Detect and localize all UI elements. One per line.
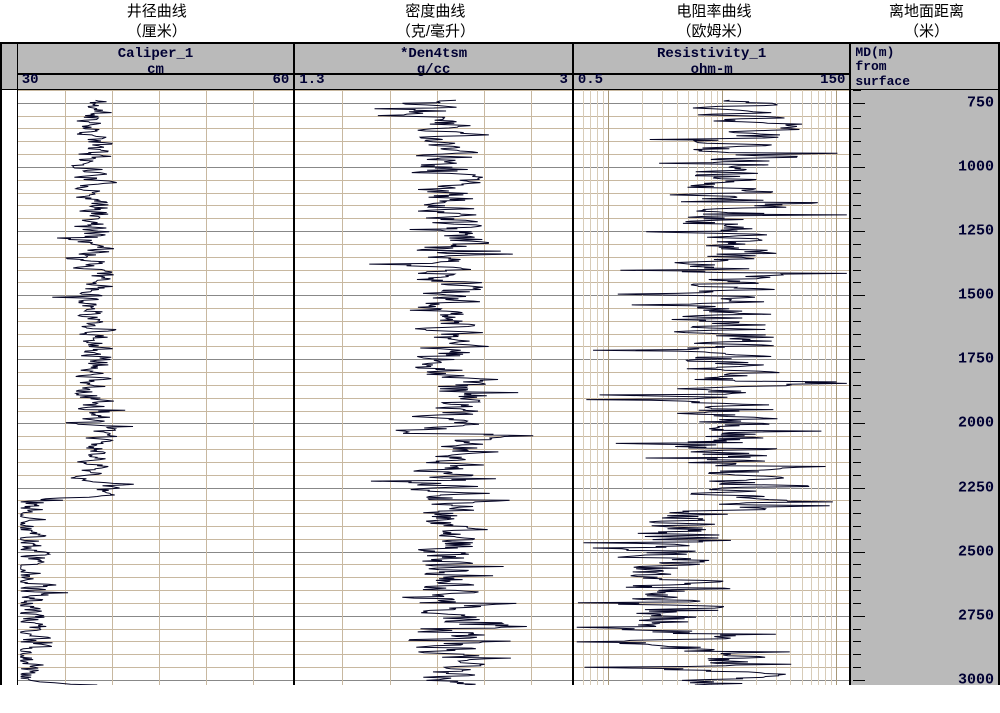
depth-label-3000: 3000 bbox=[958, 671, 994, 685]
depth-label-1750: 1750 bbox=[958, 351, 994, 368]
cn-title-resistivity: 电阻率曲线（欧姆米） bbox=[575, 0, 853, 42]
track-body-caliper bbox=[18, 90, 294, 685]
track-resistivity: Resistivity_1ohm-m0.5 150 bbox=[574, 44, 852, 683]
unit-density: g/cc bbox=[295, 62, 572, 78]
curve-caliper bbox=[18, 90, 294, 685]
track-header-resistivity: Resistivity_1ohm-m0.5 150 bbox=[574, 44, 850, 90]
curve-resistivity bbox=[574, 90, 850, 685]
track-header-density: *Den4tsmg/cc1.3 3 bbox=[295, 44, 572, 90]
unit-caliper: cm bbox=[18, 62, 294, 78]
cn-title-caliper: 井径曲线（厘米） bbox=[18, 0, 296, 42]
cn-title-depth: 离地面距离（米） bbox=[853, 0, 1000, 42]
depth-header: MD(m)fromsurface bbox=[851, 44, 998, 90]
curve-name-resistivity: Resistivity_1 bbox=[574, 46, 850, 62]
depth-label-2000: 2000 bbox=[958, 415, 994, 432]
curve-name-density: *Den4tsm bbox=[295, 46, 572, 62]
scale-max-caliper: 60 bbox=[273, 72, 290, 88]
track-header-caliper: Caliper_1cm30 60 bbox=[18, 44, 294, 90]
cn-title-density: 密度曲线（克/毫升） bbox=[296, 0, 575, 42]
track-body-resistivity bbox=[574, 90, 850, 685]
track-body-density bbox=[295, 90, 572, 685]
depth-label-750: 750 bbox=[967, 94, 994, 111]
depth-label-1250: 1250 bbox=[958, 223, 994, 240]
depth-label-2750: 2750 bbox=[958, 607, 994, 624]
scale-min-density: 1.3 bbox=[299, 72, 324, 88]
track-caliper: Caliper_1cm30 60 bbox=[18, 44, 296, 683]
depth-label-2250: 2250 bbox=[958, 479, 994, 496]
depth-body: 750 1000 1250 1500 1750 2000 2250 2500 2750 3000 bbox=[851, 90, 998, 685]
scale-min-resistivity: 0.5 bbox=[578, 72, 603, 88]
scale-min-caliper: 30 bbox=[22, 72, 39, 88]
scale-max-resistivity: 150 bbox=[820, 72, 845, 88]
track-depth: MD(m)fromsurface 750 1000 1250 1500 1750 2000 2… bbox=[851, 44, 998, 683]
depth-label-1000: 1000 bbox=[958, 158, 994, 175]
unit-resistivity: ohm-m bbox=[574, 62, 850, 78]
curve-name-caliper: Caliper_1 bbox=[18, 46, 294, 62]
curve-density bbox=[295, 90, 572, 685]
track-density: *Den4tsmg/cc1.3 3 bbox=[295, 44, 574, 683]
depth-label-2500: 2500 bbox=[958, 543, 994, 560]
depth-label-1500: 1500 bbox=[958, 287, 994, 304]
scale-max-density: 3 bbox=[559, 72, 567, 88]
